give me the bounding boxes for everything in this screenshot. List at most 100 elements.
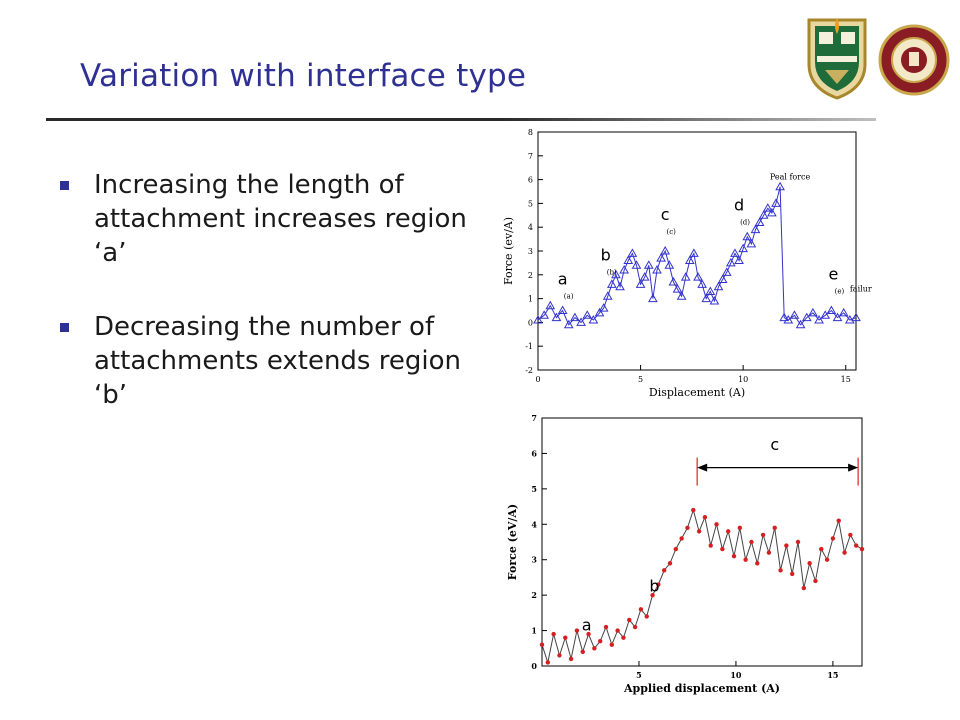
data-point bbox=[611, 269, 621, 279]
data-point bbox=[679, 536, 684, 541]
data-point bbox=[643, 260, 654, 269]
data-point bbox=[594, 307, 605, 317]
data-point bbox=[693, 272, 703, 281]
data-point bbox=[632, 624, 638, 630]
plot-frame bbox=[537, 131, 857, 371]
data-point bbox=[557, 653, 562, 658]
chart-annotation: failure bbox=[850, 284, 872, 293]
data-point bbox=[650, 592, 655, 598]
y-tick-label: 0 bbox=[531, 661, 537, 671]
data-point bbox=[660, 245, 671, 255]
data-point bbox=[742, 231, 753, 241]
x-tick-label: 10 bbox=[738, 375, 748, 384]
bullet-item: Increasing the length of attachment incr… bbox=[58, 168, 488, 270]
data-point bbox=[588, 315, 599, 324]
data-point bbox=[696, 529, 702, 534]
data-point bbox=[702, 515, 708, 520]
data-point bbox=[602, 291, 613, 300]
data-point bbox=[709, 295, 720, 305]
y-tick-label: 5 bbox=[531, 484, 537, 494]
data-point bbox=[672, 284, 683, 293]
data-point bbox=[563, 319, 574, 329]
data-point bbox=[644, 614, 649, 619]
data-point bbox=[758, 210, 769, 219]
data-point bbox=[652, 265, 662, 274]
data-point bbox=[539, 310, 550, 319]
data-point bbox=[807, 561, 812, 566]
y-tick-label: 2 bbox=[528, 271, 533, 280]
data-point bbox=[844, 315, 855, 324]
data-point bbox=[738, 243, 749, 253]
y-tick-label: -1 bbox=[525, 342, 533, 351]
bullet-list: Increasing the length of attachment incr… bbox=[58, 168, 488, 452]
data-point bbox=[848, 532, 853, 538]
data-point bbox=[685, 525, 690, 531]
x-axis-label: Applied displacement (A) bbox=[623, 682, 780, 695]
region-label: e bbox=[829, 265, 839, 284]
data-point bbox=[795, 319, 806, 329]
data-point bbox=[656, 582, 661, 587]
region-label: b bbox=[649, 577, 659, 596]
data-point bbox=[563, 635, 568, 640]
data-point bbox=[836, 518, 841, 523]
data-point bbox=[766, 550, 772, 555]
x-tick-label: 5 bbox=[636, 670, 642, 680]
data-point bbox=[603, 624, 609, 630]
data-point bbox=[713, 281, 724, 291]
data-point bbox=[743, 557, 748, 562]
region-label: c bbox=[770, 435, 779, 454]
data-point bbox=[673, 546, 679, 552]
data-point bbox=[574, 628, 580, 633]
data-point bbox=[721, 267, 732, 276]
region-label: b bbox=[601, 246, 611, 265]
data-point bbox=[789, 310, 800, 319]
data-point bbox=[551, 631, 556, 637]
y-tick-label: 7 bbox=[531, 413, 537, 423]
data-point bbox=[842, 550, 847, 555]
x-tick-label: 5 bbox=[638, 375, 643, 384]
data-point bbox=[820, 310, 831, 319]
data-point bbox=[661, 568, 667, 573]
data-point bbox=[586, 631, 591, 637]
data-point bbox=[737, 525, 743, 531]
data-point bbox=[639, 272, 650, 281]
bullet-marker bbox=[60, 323, 69, 332]
data-point bbox=[714, 522, 719, 527]
data-point bbox=[606, 279, 617, 288]
data-point bbox=[701, 293, 712, 303]
x-axis-label: Displacement (A) bbox=[649, 386, 745, 399]
data-point bbox=[746, 238, 757, 248]
data-point bbox=[648, 293, 658, 303]
data-point bbox=[570, 312, 580, 322]
x-tick-label: 10 bbox=[730, 670, 742, 680]
data-point bbox=[801, 585, 807, 591]
data-point bbox=[664, 260, 675, 269]
data-point bbox=[851, 312, 861, 322]
data-point bbox=[580, 649, 585, 655]
bullet-text: Increasing the length of attachment incr… bbox=[94, 170, 467, 268]
region-sublabel: (d) bbox=[740, 219, 750, 227]
data-point bbox=[750, 224, 761, 234]
y-tick-label: 6 bbox=[531, 448, 537, 458]
y-tick-label: 7 bbox=[528, 152, 533, 161]
data-point bbox=[689, 248, 699, 257]
data-point bbox=[598, 303, 609, 312]
data-point bbox=[730, 248, 740, 257]
data-point bbox=[789, 571, 795, 577]
data-point bbox=[779, 312, 790, 322]
data-point bbox=[760, 532, 766, 538]
bullet-item: Decreasing the number of attachments ext… bbox=[58, 310, 488, 412]
data-point bbox=[635, 279, 646, 288]
y-tick-label: 5 bbox=[528, 199, 533, 208]
x-tick-label: 15 bbox=[841, 375, 851, 384]
data-point bbox=[832, 312, 843, 322]
data-point bbox=[824, 557, 830, 562]
y-tick-label: 8 bbox=[528, 128, 533, 137]
data-point bbox=[656, 253, 666, 262]
data-point bbox=[775, 181, 785, 191]
data-point bbox=[615, 281, 625, 291]
region-sublabel: (c) bbox=[667, 228, 677, 236]
chart-top: -2 -1 0 1 2 3 4 5 6 7 8 0 5 10 15 Displacement (A) Force… bbox=[502, 128, 872, 399]
region-sublabel: (b) bbox=[607, 269, 617, 277]
chart-bottom: 0 1 2 3 4 5 6 7 5 10 15 Applied displacement (A) For… bbox=[506, 413, 865, 695]
